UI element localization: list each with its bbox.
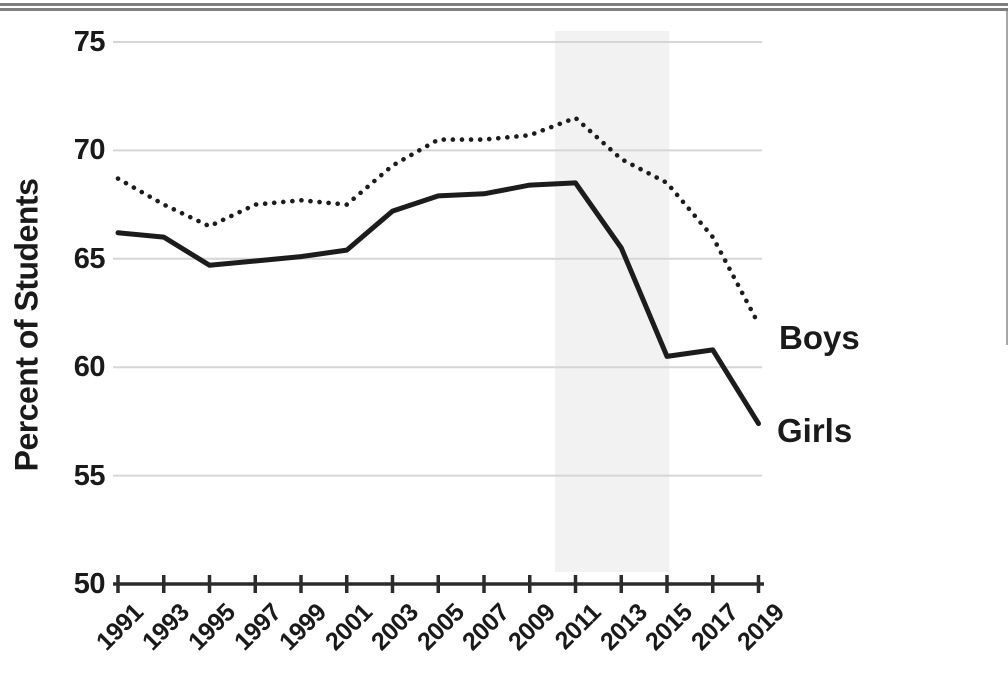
right-rule-line <box>1006 11 1008 345</box>
gridlines <box>113 41 762 477</box>
y-tick-label-65: 65 <box>73 242 106 275</box>
top-rule-line-2 <box>0 8 1008 11</box>
y-axis-title: Percent of Students <box>8 178 45 472</box>
top-rule-line-1 <box>0 3 1008 6</box>
highlight-band-2010-2015 <box>554 31 670 572</box>
y-tick-label-75: 75 <box>73 26 106 58</box>
boys-series-label: Boys <box>779 319 860 356</box>
girls-series-label: Girls <box>777 412 853 449</box>
y-tick-label-60: 60 <box>73 351 106 384</box>
boys-dotted-line <box>115 115 761 327</box>
girls-solid-line <box>115 180 761 427</box>
y-tick-label-50: 50 <box>73 568 106 600</box>
y-tick-label-70: 70 <box>73 134 106 167</box>
x-axis <box>113 575 764 593</box>
y-tick-label-55: 55 <box>73 459 106 492</box>
